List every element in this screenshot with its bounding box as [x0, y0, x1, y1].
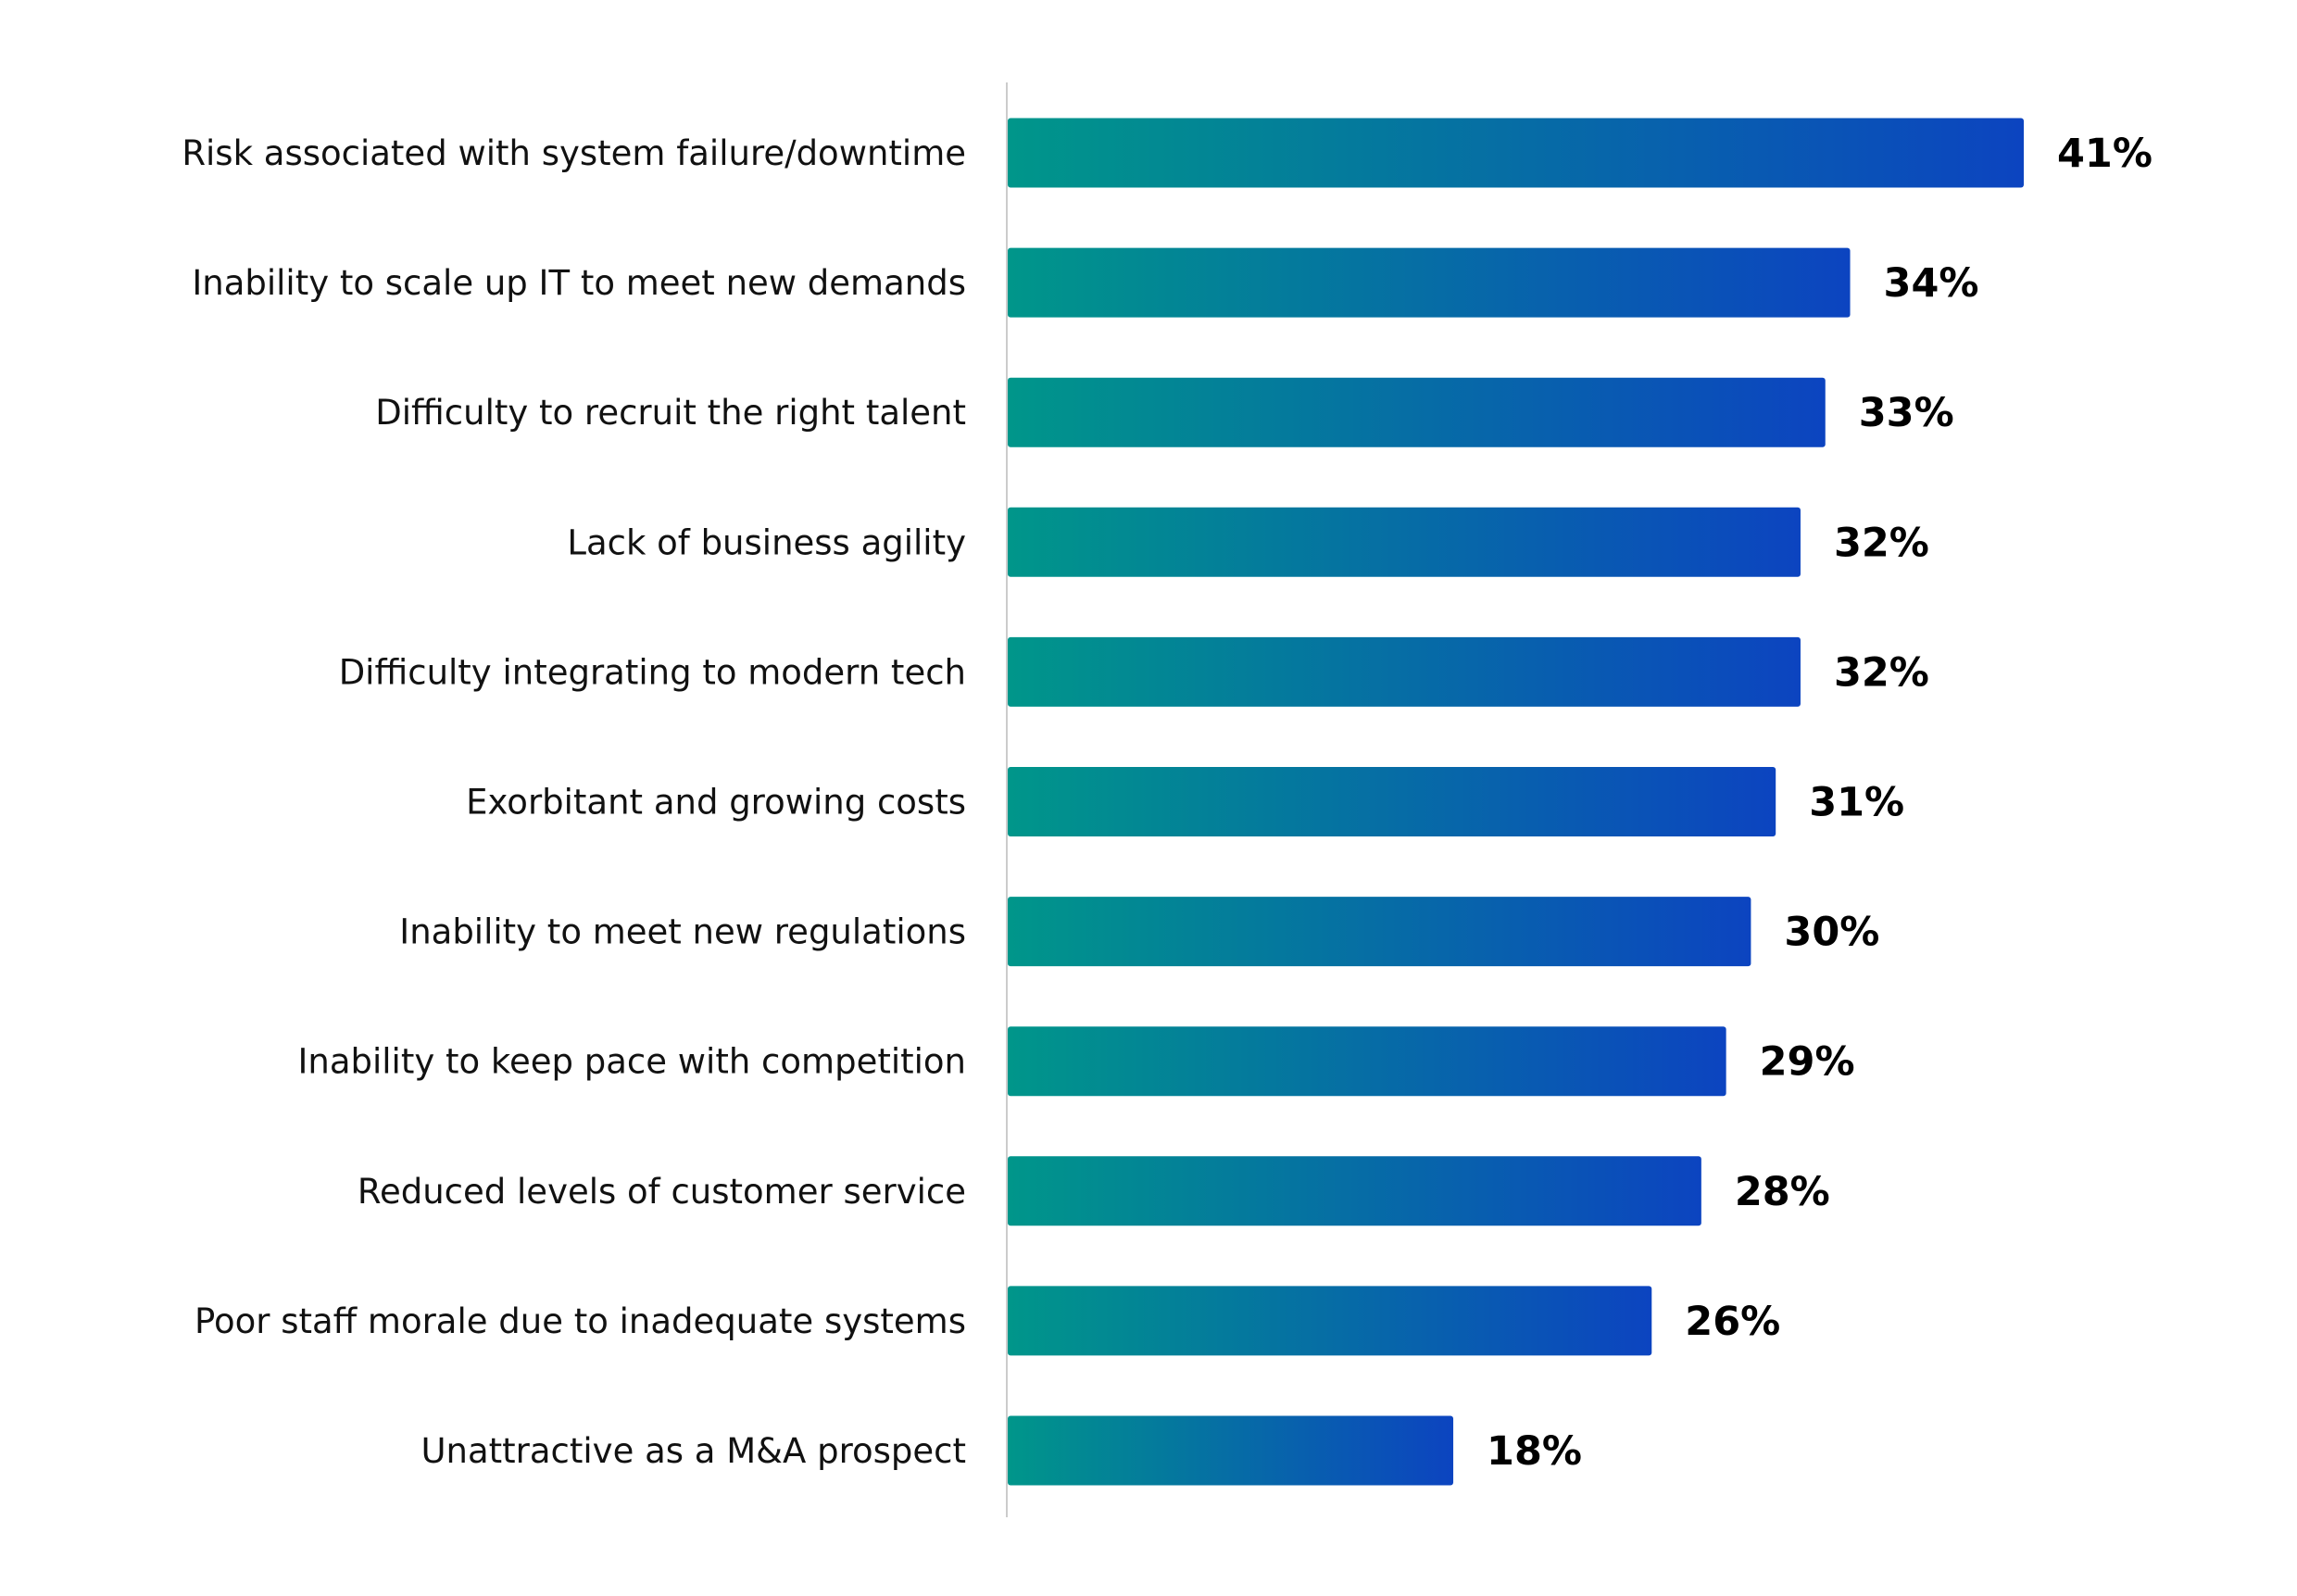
category-label: Reduced levels of customer service — [358, 1172, 966, 1212]
category-label: Lack of business agility — [567, 522, 966, 562]
bar — [1008, 247, 1851, 318]
bar-row: Inability to scale up IT to meet new dem… — [192, 247, 1979, 318]
bar — [1008, 377, 1826, 447]
value-label: 31% — [1809, 780, 1904, 826]
bar — [1008, 1026, 1726, 1097]
value-label: 33% — [1859, 390, 1954, 436]
bar-row: Poor staff morale due to inadequate syst… — [195, 1286, 1780, 1356]
category-label: Difficulty integrating to modern tech — [339, 652, 966, 692]
value-label: 41% — [2057, 131, 2153, 177]
category-label: Difficulty to recruit the right talent — [375, 393, 966, 433]
bar — [1008, 767, 1776, 836]
value-label: 30% — [1784, 910, 1879, 956]
category-label: Inability to scale up IT to meet new dem… — [192, 263, 966, 303]
value-label: 18% — [1487, 1428, 1582, 1475]
bar — [1008, 507, 1801, 577]
value-label: 34% — [1884, 260, 1979, 307]
bar — [1008, 1415, 1454, 1486]
category-label: Risk associated with system failure/down… — [182, 133, 966, 173]
bar — [1008, 897, 1751, 967]
category-label: Unattractive as a M&A prospect — [420, 1431, 966, 1471]
value-label: 32% — [1834, 649, 1929, 696]
bar-row: Exorbitant and growing costs 31% — [466, 767, 1904, 836]
bar-row: Difficulty to recruit the right talent 33… — [375, 377, 1954, 447]
value-label: 32% — [1834, 520, 1929, 566]
value-label: 28% — [1735, 1169, 1830, 1215]
bar-row: Lack of business agility 32% — [567, 507, 1929, 577]
bar-row: Difficulty integrating to modern tech 32% — [339, 636, 1929, 707]
bar — [1008, 1156, 1701, 1226]
bar — [1008, 118, 2024, 188]
category-label: Inability to meet new regulations — [399, 912, 966, 952]
value-label: 26% — [1685, 1299, 1780, 1345]
value-label: 29% — [1760, 1039, 1855, 1086]
category-label: Exorbitant and growing costs — [466, 783, 966, 823]
bar — [1008, 1286, 1652, 1356]
bar-row: Reduced levels of customer service 28% — [358, 1156, 1830, 1226]
bar-row: Inability to meet new regulations 30% — [399, 897, 1879, 967]
bar-row: Risk associated with system failure/down… — [182, 118, 2153, 188]
bar — [1008, 636, 1801, 707]
category-label: Inability to keep pace with competition — [297, 1042, 966, 1082]
bar-row: Inability to keep pace with competition 2… — [297, 1026, 1855, 1097]
category-label: Poor staff morale due to inadequate syst… — [195, 1301, 966, 1341]
bar-row: Unattractive as a M&A prospect 18% — [420, 1415, 1582, 1486]
